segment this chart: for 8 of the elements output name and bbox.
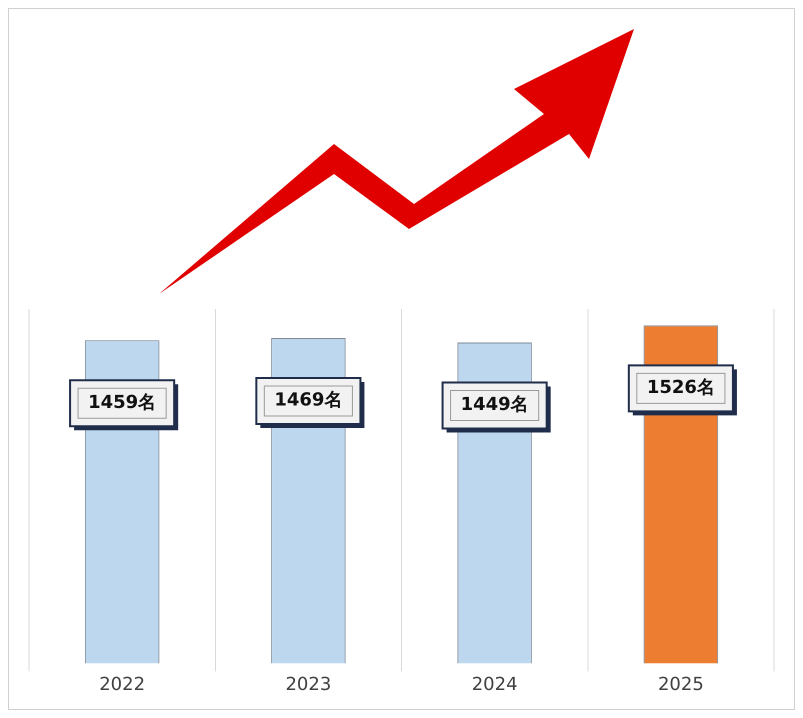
data-label: 1459名 xyxy=(88,392,156,413)
x-tick-label: 2024 xyxy=(472,674,518,695)
x-tick-label: 2023 xyxy=(285,674,332,695)
data-label: 1469名 xyxy=(274,390,342,411)
x-tick-label: 2022 xyxy=(99,674,146,695)
data-label: 1526名 xyxy=(646,377,715,398)
data-label: 1449名 xyxy=(460,394,529,416)
x-tick-label: 2025 xyxy=(658,674,704,695)
